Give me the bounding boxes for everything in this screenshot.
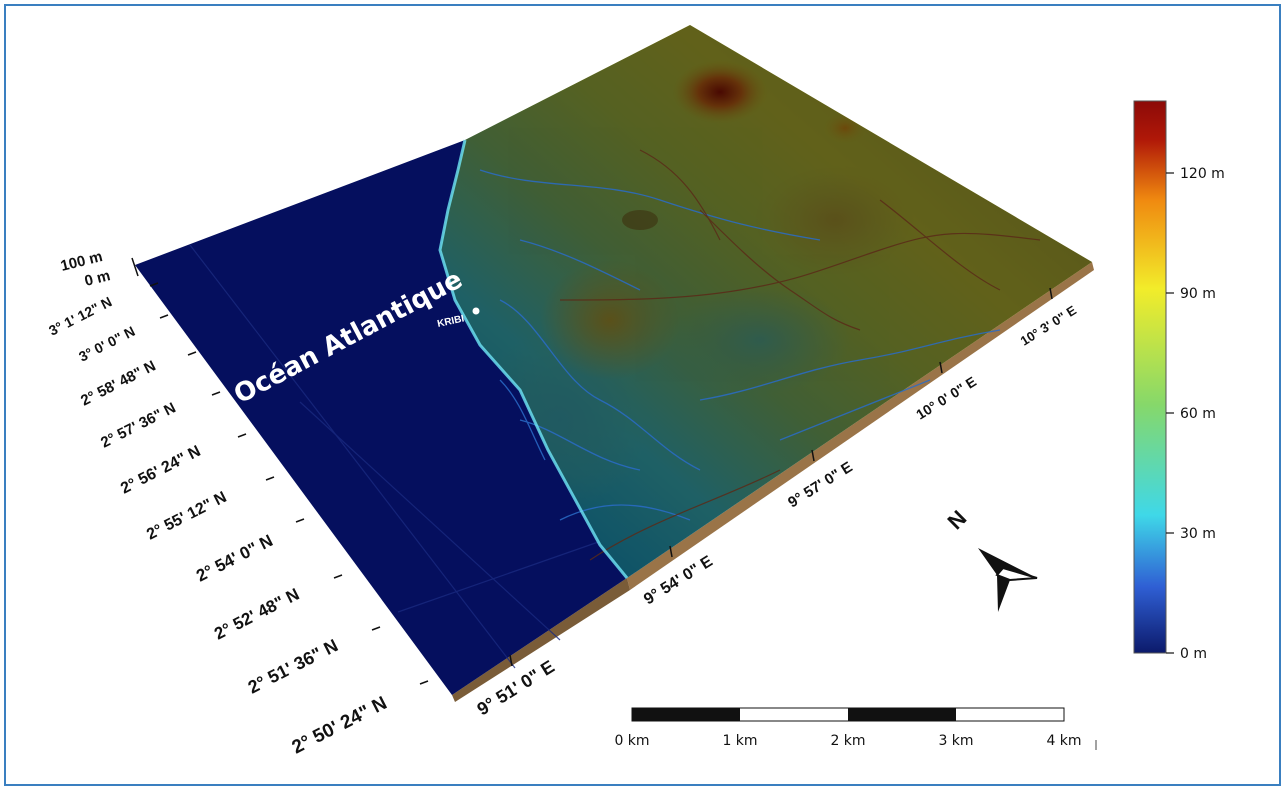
lat-tick <box>211 391 221 396</box>
north-arrow-half <box>995 566 1038 582</box>
lat-label: 2° 51' 36" N <box>245 635 341 697</box>
lat-label: 2° 54' 0" N <box>193 531 276 586</box>
legend-tick-label: 120 m <box>1180 166 1225 182</box>
lat-label: 2° 56' 24" N <box>118 443 203 498</box>
lon-tick <box>509 654 513 667</box>
elevation-axis-line <box>131 257 139 277</box>
lat-label: 3° 1' 12" N <box>46 293 114 338</box>
lon-tick <box>1049 287 1053 300</box>
lat-tick <box>149 282 159 287</box>
lat-tick <box>237 433 247 438</box>
elevation-legend: 120 m 90 m 60 m 30 m 0 m <box>1133 100 1225 662</box>
lon-tick <box>669 545 673 558</box>
legend-tick-label: 0 m <box>1180 646 1207 662</box>
lat-tick <box>159 314 169 319</box>
scale-segment <box>632 708 740 721</box>
north-label: N <box>942 505 971 534</box>
lat-tick <box>333 574 343 579</box>
lat-tick <box>419 680 429 685</box>
ocean-gridlines <box>189 244 605 669</box>
lat-label: 2° 58' 48" N <box>78 357 159 409</box>
north-arrow: N <box>942 505 1038 612</box>
lat-label: 3° 0' 0" N <box>76 323 137 365</box>
lat-label: 2° 50' 24" N <box>289 693 391 759</box>
ocean-plinth <box>452 578 630 702</box>
lat-tick <box>265 476 275 481</box>
legend-tick-label: 60 m <box>1180 406 1216 422</box>
lon-tick <box>939 361 943 374</box>
scale-label: 4 km <box>1046 733 1081 749</box>
elevation-axis-bottom: 0 m <box>83 267 112 290</box>
roads <box>559 149 1041 561</box>
scale-segment <box>848 708 956 721</box>
legend-tick-label: 30 m <box>1180 526 1216 542</box>
scale-bar: 0 km 1 km 2 km 3 km 4 km <box>614 707 1082 749</box>
lon-tick <box>811 449 815 462</box>
scale-label: 3 km <box>938 733 973 749</box>
legend-tick-label: 90 m <box>1180 286 1216 302</box>
scale-label: 2 km <box>830 733 865 749</box>
lat-label: 2° 57' 36" N <box>98 399 179 451</box>
lat-tick <box>295 518 305 523</box>
lat-label: 2° 52' 48" N <box>211 585 302 644</box>
terrain-plinth <box>627 262 1094 590</box>
scale-label: 0 km <box>614 733 649 749</box>
lat-tick <box>187 351 197 356</box>
scale-label: 1 km <box>722 733 757 749</box>
legend-colorbar <box>1133 100 1167 654</box>
coastline <box>438 139 629 579</box>
rivers <box>479 169 1001 521</box>
lat-label: 2° 55' 12" N <box>144 489 229 544</box>
kribi-marker <box>472 307 480 315</box>
lat-tick <box>371 626 381 631</box>
